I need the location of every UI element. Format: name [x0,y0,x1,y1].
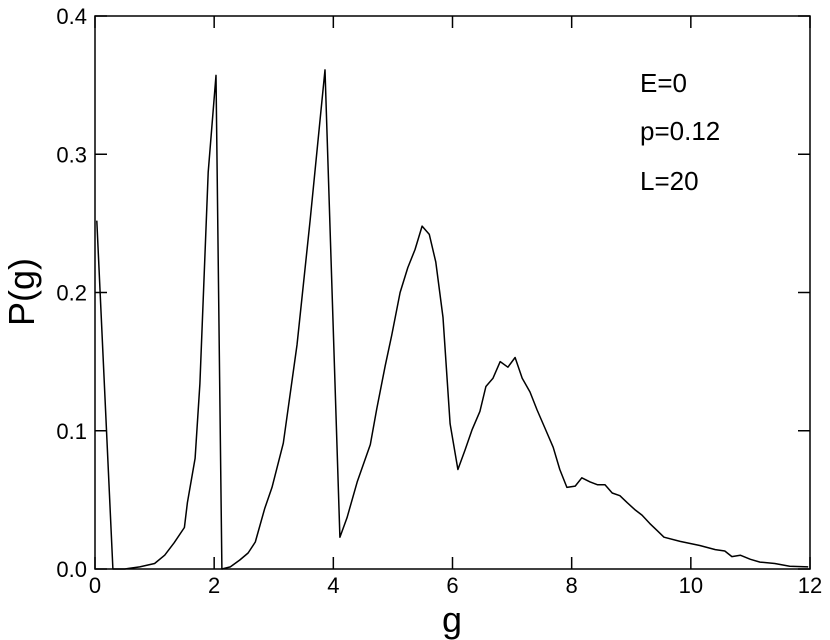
plot-frame [94,15,811,570]
x-axis-label: g [442,599,462,640]
y-tick-label: 0.2 [56,281,87,306]
x-tick-label: 8 [566,573,578,598]
y-axis-label: P(g) [1,258,42,326]
x-tick-label: 12 [798,573,822,598]
x-tick-label: 10 [679,573,703,598]
x-tick-label: 0 [89,573,101,598]
y-tick-label: 0.0 [56,557,87,582]
y-tick-label: 0.4 [56,4,87,29]
y-tick-label: 0.1 [56,419,87,444]
annotation: L=20 [640,166,699,196]
y-tick-label: 0.3 [56,142,87,167]
annotation: E=0 [640,68,687,98]
x-tick-label: 6 [446,573,458,598]
x-tick-label: 2 [208,573,220,598]
annotation: p=0.12 [640,116,720,146]
data-line [96,69,809,570]
x-tick-label: 4 [327,573,339,598]
